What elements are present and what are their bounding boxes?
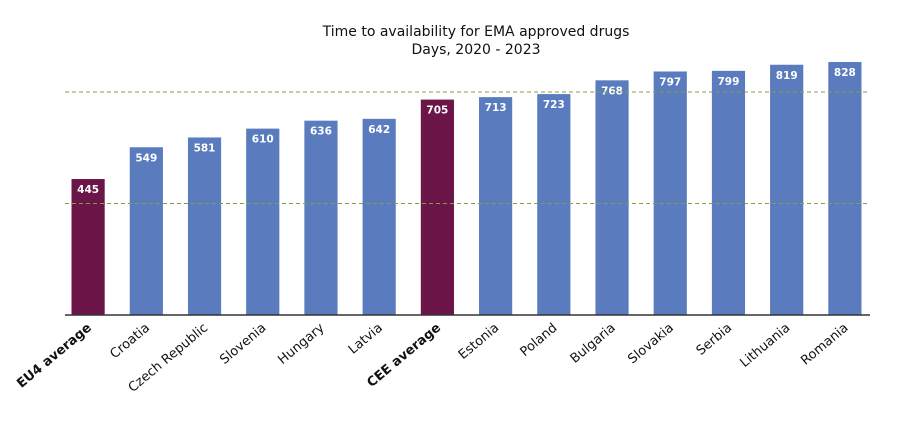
bar [420,99,454,315]
x-tick-label: Latvia [346,321,386,358]
bar [653,71,687,315]
x-tick-label: EU4 average [14,320,95,391]
x-tick-label: Estonia [456,321,502,363]
value-label: 581 [194,142,216,154]
value-label: 705 [426,105,448,117]
bar [770,64,804,315]
value-label: 797 [659,76,681,88]
bar [479,97,513,315]
bar [129,147,163,315]
value-label: 549 [135,152,157,164]
bar [187,137,222,315]
bar [828,62,862,315]
x-tick-label: Bulgaria [568,321,619,367]
x-tick-label: Lithuania [737,321,793,371]
bar [246,128,280,315]
bar [595,80,629,315]
value-label: 610 [252,134,274,146]
bar [362,118,396,315]
value-label: 713 [485,102,507,114]
x-tick-label: Hungary [275,320,327,367]
bar [711,70,746,315]
chart-subtitle: Days, 2020 - 2023 [411,42,540,58]
chart-title: Time to availability for EMA approved dr… [322,24,630,40]
x-tick-label: Slovakia [625,321,676,368]
x-tick-label: Slovenia [217,321,269,368]
value-label: 723 [543,99,565,111]
value-label: 636 [310,126,332,138]
value-label: 642 [368,124,390,136]
x-tick-label: Serbia [694,321,735,359]
value-label: 768 [601,85,623,97]
value-label: 828 [834,67,856,79]
bar [71,179,105,315]
bar [537,94,571,315]
x-tick-label: Romania [798,321,851,369]
value-label: 819 [776,70,798,82]
x-tick-label: Poland [517,321,560,360]
bar [304,120,338,316]
x-tick-label: Croatia [107,321,152,363]
value-label: 799 [718,76,740,88]
value-label: 445 [77,184,99,196]
